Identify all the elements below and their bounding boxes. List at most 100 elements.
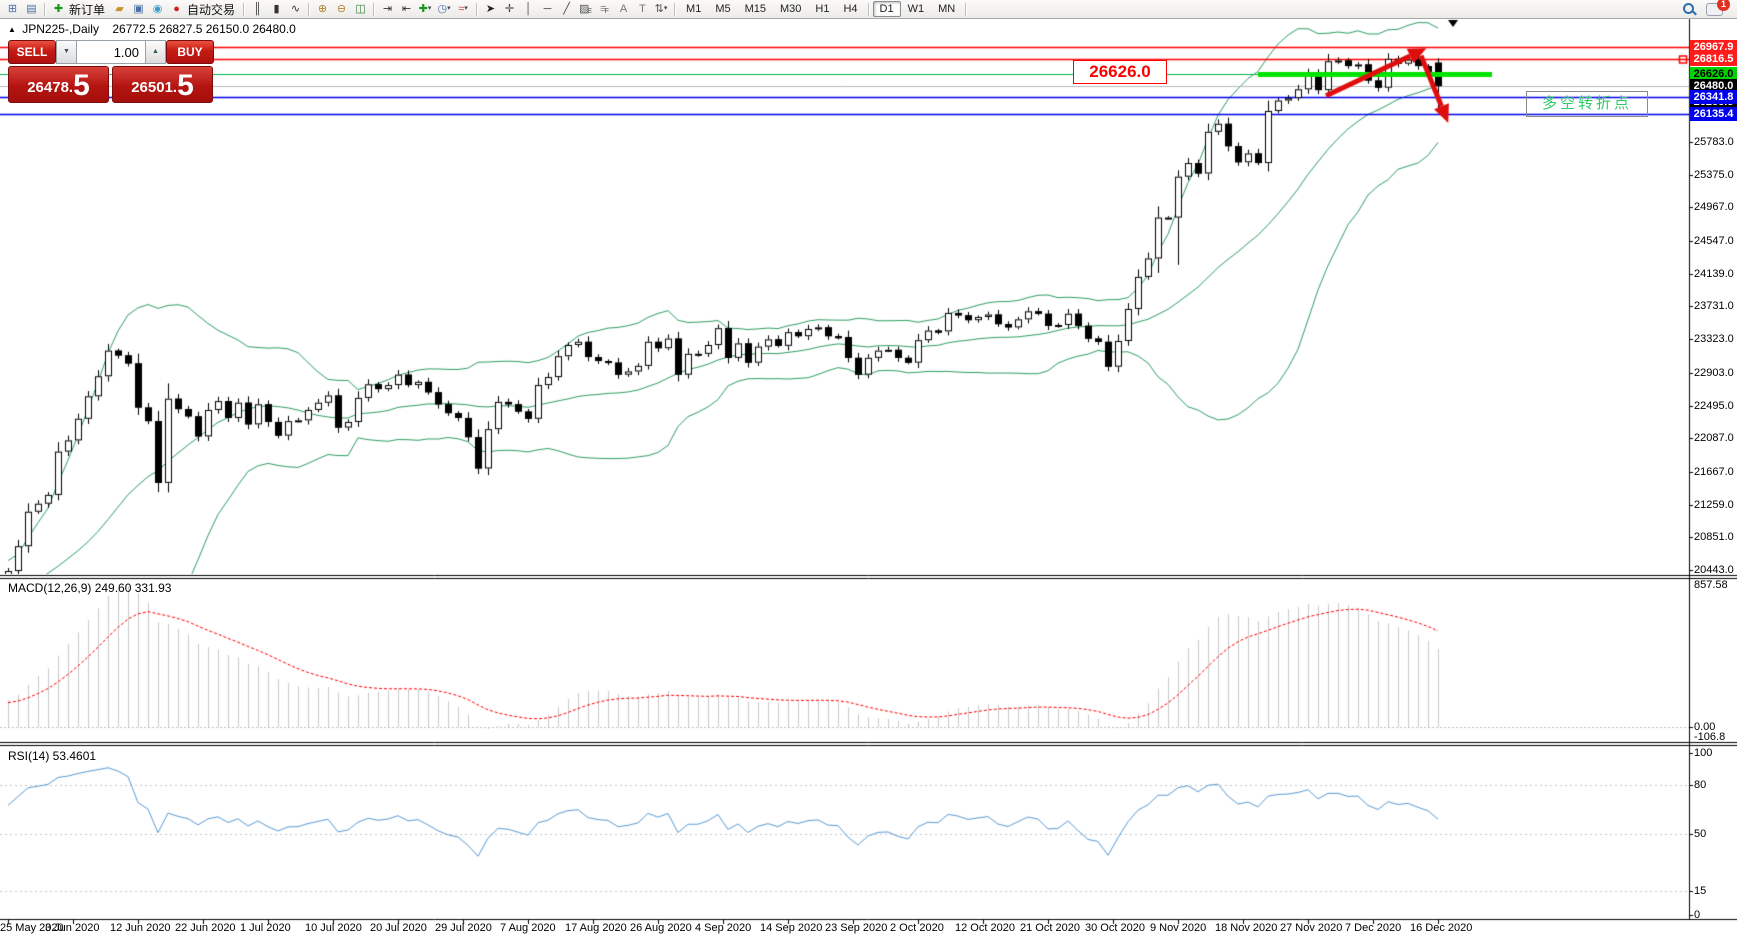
- price-tick-label: 22495.0: [1694, 400, 1734, 412]
- timeframe-mn-button[interactable]: MN: [938, 3, 956, 15]
- fibonacci-icon[interactable]: ≡ F: [600, 3, 609, 15]
- autotrading-icon[interactable]: ●: [173, 3, 180, 15]
- text-label-icon[interactable]: T: [639, 3, 646, 15]
- new-order-icon[interactable]: ✚: [53, 3, 64, 15]
- horizontal-line-icon[interactable]: ─: [543, 3, 552, 15]
- price-line-label: 26816.5: [1690, 52, 1737, 66]
- rsi-tick-label: 0: [1694, 909, 1701, 921]
- macd-max-label: 857.58: [1694, 579, 1728, 591]
- price-line-label: 26967.9: [1690, 40, 1737, 54]
- rsi-indicator-label: RSI(14) 53.4601: [8, 749, 97, 763]
- sell-button[interactable]: SELL: [8, 40, 56, 64]
- zoom-out-icon[interactable]: ⊖: [336, 3, 347, 15]
- cursor-icon[interactable]: ➤: [485, 3, 496, 15]
- date-tick-label: 25 May 2020: [0, 922, 64, 934]
- toolbar: ⊞ ▤ ✚ 新订单 ▰ ▣ ◉ ● 自动交易 ║ ▮ ∿ ⊕ ⊖ ◫ ⇥ ⇤ ✚ ▾ ◷ ▾ ≈ ▾ ➤ ✛ │ ─ ╱ ▨ E ≡ F A T ⇅…: [0, 0, 1737, 19]
- candlestick-chart-icon[interactable]: ▮: [273, 3, 280, 15]
- timeframe-m5-button[interactable]: M5: [715, 3, 731, 15]
- toolbar-separator: [44, 2, 46, 16]
- price-callout-label[interactable]: 26626.0: [1073, 60, 1167, 84]
- price-tick-label: 21667.0: [1694, 466, 1734, 478]
- chat-icon[interactable]: 1: [1706, 0, 1730, 16]
- date-tick-label: 12 Jun 2020: [110, 922, 171, 934]
- buy-button[interactable]: BUY: [166, 40, 214, 64]
- tile-windows-icon[interactable]: ◫: [355, 3, 366, 15]
- price-tick-label: 20851.0: [1694, 531, 1734, 543]
- toolbar-separator: [674, 2, 677, 16]
- sell-price-main: 26478.: [27, 79, 74, 96]
- autotrading-label[interactable]: 自动交易: [187, 2, 236, 17]
- indicators-icon[interactable]: ≈ ▾: [458, 3, 468, 15]
- line-chart-icon[interactable]: ∿: [290, 3, 301, 15]
- date-tick-label: 27 Nov 2020: [1280, 922, 1343, 934]
- timeframe-h4-button[interactable]: H4: [843, 3, 858, 15]
- date-tick-label: 16 Dec 2020: [1410, 922, 1473, 934]
- macd-zero-label: 0.00: [1694, 721, 1716, 733]
- text-icon[interactable]: A: [619, 3, 628, 15]
- date-tick-label: 30 Oct 2020: [1085, 922, 1145, 934]
- expert-advisors-icon[interactable]: ▣: [133, 3, 144, 15]
- date-tick-label: 14 Sep 2020: [760, 922, 823, 934]
- volume-increase-button[interactable]: ▲: [145, 40, 166, 64]
- one-click-trading-widget: SELL ▼ ▲ BUY 26478. 5 26501. 5: [8, 40, 216, 103]
- chart-symbol-period: JPN225-,Daily: [22, 22, 99, 36]
- price-line-label: 26135.4: [1690, 107, 1737, 121]
- zoom-in-icon[interactable]: ⊕: [317, 3, 328, 15]
- arrows-icon[interactable]: ⇅ ▾: [654, 3, 668, 15]
- date-tick-label: 18 Nov 2020: [1215, 922, 1278, 934]
- macd-indicator-label: MACD(12,26,9) 249.60 331.93: [8, 581, 172, 595]
- new-chart-window-icon[interactable]: ⊞: [7, 3, 18, 15]
- timeframe-m30-button[interactable]: M30: [780, 3, 802, 15]
- date-tick-label: 7 Dec 2020: [1345, 922, 1402, 934]
- rsi-tick-label: 15: [1694, 885, 1707, 897]
- search-icon[interactable]: [1682, 2, 1697, 16]
- trendline-icon[interactable]: ╱: [563, 3, 570, 15]
- price-tick-label: 22903.0: [1694, 367, 1734, 379]
- crosshair-icon[interactable]: ✛: [504, 3, 515, 15]
- trade-history-icon[interactable]: ▰: [115, 3, 124, 15]
- chart-shift-icon[interactable]: ⇤: [401, 3, 412, 15]
- timeframe-m15-button[interactable]: M15: [744, 3, 766, 15]
- buy-price-panel[interactable]: 26501. 5: [112, 66, 213, 103]
- sell-price-big-digit: 5: [73, 69, 90, 102]
- date-tick-label: 17 Aug 2020: [565, 922, 627, 934]
- price-tick-label: 23731.0: [1694, 300, 1734, 312]
- price-tick-label: 24547.0: [1694, 235, 1734, 247]
- price-tick-label: 24139.0: [1694, 268, 1734, 280]
- turning-point-annotation[interactable]: 多空转折点: [1526, 91, 1648, 117]
- vertical-line-icon[interactable]: │: [525, 3, 532, 15]
- toolbar-separator: [867, 2, 870, 16]
- periods-icon[interactable]: ◷ ▾: [437, 3, 451, 15]
- toolbar-separator: [243, 2, 246, 16]
- price-tick-label: 25783.0: [1694, 136, 1734, 148]
- signals-icon[interactable]: ◉: [152, 3, 163, 15]
- notification-badge: 1: [1717, 0, 1730, 11]
- price-line-label: 26480.0: [1690, 79, 1737, 93]
- auto-scroll-icon[interactable]: ⇥: [382, 3, 393, 15]
- equidistant-channel-icon[interactable]: ▨ E: [578, 3, 593, 15]
- collapse-triangle-icon[interactable]: ▲: [8, 25, 16, 34]
- new-order-label[interactable]: 新订单: [69, 2, 106, 17]
- toolbar-separator: [373, 2, 376, 16]
- date-tick-label: 7 Aug 2020: [500, 922, 556, 934]
- sell-price-panel[interactable]: 26478. 5: [8, 66, 109, 103]
- price-tick-label: 24967.0: [1694, 201, 1734, 213]
- market-watch-icon[interactable]: ▤: [26, 3, 37, 15]
- timeframe-h1-button[interactable]: H1: [815, 3, 830, 15]
- bar-chart-icon[interactable]: ║: [253, 3, 262, 15]
- volume-decrease-button[interactable]: ▼: [56, 40, 77, 64]
- price-line-label: 26626.0: [1690, 67, 1737, 81]
- date-tick-label: 3 Jun 2020: [45, 922, 100, 934]
- macd-min-label: -106.8: [1694, 731, 1726, 743]
- toolbar-separator: [965, 2, 968, 16]
- price-line-label: 26341.8: [1690, 90, 1737, 104]
- timeframe-m1-button[interactable]: M1: [686, 3, 702, 15]
- date-tick-label: 2 Oct 2020: [890, 922, 944, 934]
- volume-input[interactable]: [77, 40, 145, 64]
- date-tick-label: 20 Jul 2020: [370, 922, 427, 934]
- timeframe-d1-button[interactable]: D1: [872, 1, 901, 17]
- timeframe-w1-button[interactable]: W1: [907, 3, 925, 15]
- add-chart-icon[interactable]: ✚ ▾: [418, 3, 432, 15]
